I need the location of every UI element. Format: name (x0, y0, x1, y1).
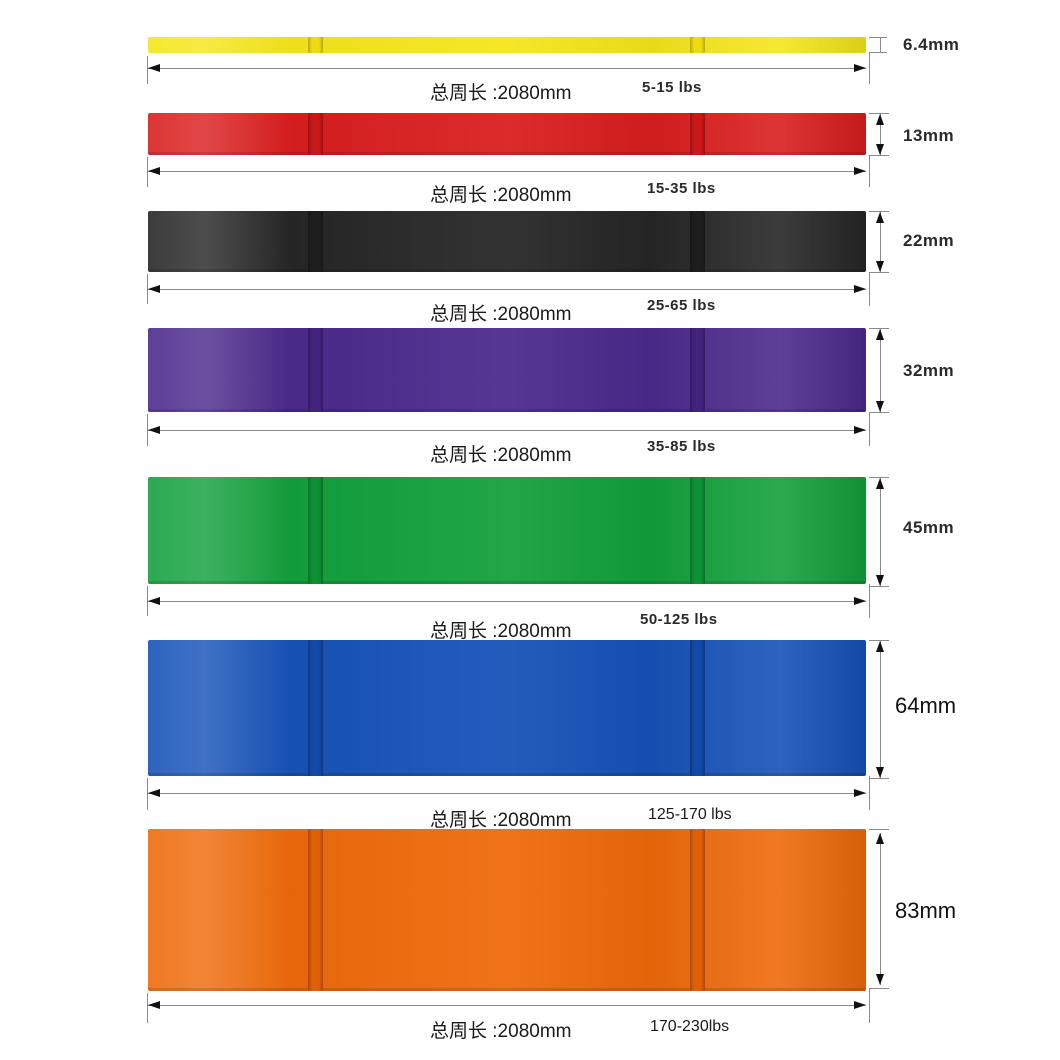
band-width-label: 32mm (903, 361, 955, 380)
band-loop-mark (690, 37, 705, 53)
width-bracket (880, 37, 881, 52)
width-tick-bottom (869, 52, 887, 53)
resistance-label: 35-85 lbs (647, 438, 716, 455)
length-tick-left (147, 778, 148, 810)
total-length-label: 总周长 :2080mm (430, 621, 572, 642)
width-tick-top (869, 328, 889, 329)
width-tick-bottom (869, 778, 889, 779)
width-tick-top (869, 829, 889, 830)
resistance-label: 15-35 lbs (647, 180, 716, 197)
length-tick-left (147, 56, 148, 84)
band-width-label: 83mm (895, 898, 957, 923)
band-loop-mark (308, 113, 323, 155)
total-length-label: 总周长 :2080mm (430, 1021, 572, 1042)
band-loop-mark (690, 829, 705, 991)
width-dimension-arrow (875, 833, 884, 985)
band-purple (148, 328, 866, 412)
band-loop-mark (690, 211, 705, 272)
width-tick-top (869, 211, 889, 212)
band-width-label: 13mm (903, 126, 955, 145)
length-tick-right (869, 776, 870, 810)
width-tick-bottom (869, 155, 889, 156)
length-tick-right (869, 584, 870, 618)
width-dimension-arrow (875, 329, 884, 412)
length-tick-right (869, 412, 870, 446)
length-dimension-arrow (148, 426, 866, 434)
width-tick-top (869, 640, 889, 641)
length-tick-left (147, 993, 148, 1023)
width-tick-bottom (869, 586, 889, 587)
band-loop-mark (308, 37, 323, 53)
total-length-label: 总周长 :2080mm (430, 445, 572, 466)
band-loop-mark (690, 328, 705, 412)
band-red (148, 113, 866, 155)
band-width-label: 22mm (903, 231, 955, 250)
length-dimension-arrow (148, 1001, 866, 1009)
total-length-label: 总周长 :2080mm (430, 810, 572, 831)
resistance-label: 5-15 lbs (642, 79, 702, 96)
width-tick-bottom (869, 988, 889, 989)
band-black (148, 211, 866, 272)
resistance-label: 170-230lbs (650, 1018, 730, 1035)
resistance-label: 25-65 lbs (647, 297, 716, 314)
length-tick-left (147, 157, 148, 187)
band-loop-mark (690, 477, 705, 584)
width-dimension-arrow (875, 114, 884, 155)
length-tick-left (147, 586, 148, 616)
width-dimension-arrow (875, 212, 884, 272)
total-length-label: 总周长 :2080mm (430, 83, 572, 104)
resistance-label: 50-125 lbs (640, 611, 718, 628)
length-dimension-arrow (148, 597, 866, 605)
width-tick-bottom (869, 272, 889, 273)
band-loop-mark (308, 640, 323, 776)
band-loop-mark (308, 328, 323, 412)
resistance-label: 125-170 lbs (648, 806, 732, 823)
band-width-label: 6.4mm (903, 35, 960, 54)
width-tick-top (869, 37, 887, 38)
width-tick-bottom (869, 412, 889, 413)
band-blue (148, 640, 866, 776)
total-length-label: 总周长 :2080mm (430, 304, 572, 325)
width-tick-top (869, 113, 889, 114)
band-green (148, 477, 866, 584)
length-dimension-arrow (148, 285, 866, 293)
length-dimension-arrow (148, 167, 866, 175)
band-width-label: 64mm (895, 693, 957, 718)
length-tick-left (147, 414, 148, 446)
band-width-label: 45mm (903, 518, 955, 537)
band-orange (148, 829, 866, 991)
width-dimension-arrow (875, 478, 884, 586)
band-loop-mark (308, 211, 323, 272)
total-length-label: 总周长 :2080mm (430, 185, 572, 206)
band-loop-mark (308, 829, 323, 991)
band-loop-mark (690, 640, 705, 776)
length-tick-right (869, 988, 870, 1023)
band-loop-mark (308, 477, 323, 584)
length-tick-right (869, 155, 870, 187)
band-yellow (148, 37, 866, 53)
width-tick-top (869, 477, 889, 478)
width-dimension-arrow (875, 641, 884, 778)
length-tick-right (869, 52, 870, 84)
band-loop-mark (690, 113, 705, 155)
length-dimension-arrow (148, 789, 866, 797)
length-tick-left (147, 274, 148, 304)
length-dimension-arrow (148, 64, 866, 72)
length-tick-right (869, 272, 870, 306)
